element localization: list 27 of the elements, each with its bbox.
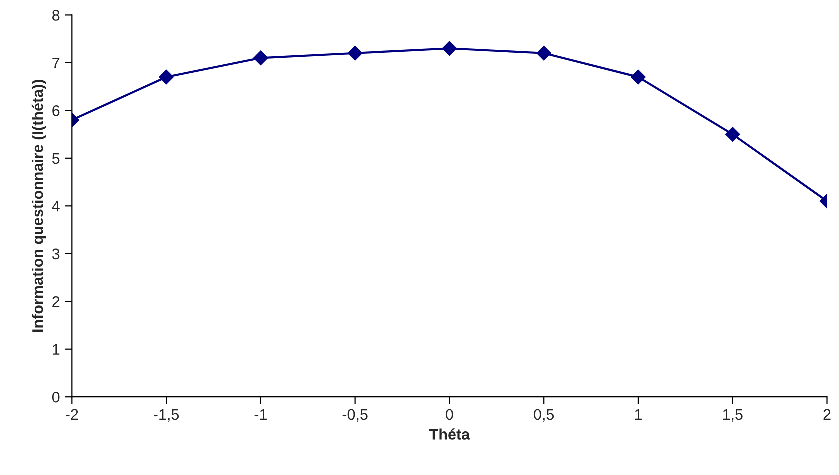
- y-tick-label: 5: [52, 153, 60, 164]
- y-tick-label: 3: [52, 248, 60, 260]
- y-tick-label: 0: [52, 392, 60, 403]
- point: [536, 46, 552, 61]
- x-tick-label: 0,5: [534, 409, 554, 422]
- x-tick-label: 1: [635, 409, 642, 420]
- x-tick-label: 1,5: [723, 409, 743, 422]
- x-tick-label: -0,5: [342, 409, 368, 422]
- y-tick-label: 7: [52, 58, 60, 68]
- x-tick-label: -1: [254, 409, 267, 420]
- point: [348, 46, 363, 61]
- point: [631, 70, 646, 85]
- x-axis-title: Théta: [430, 428, 470, 440]
- y-axis-title: Information questionnaire (I(théta)): [32, 80, 46, 332]
- x-tick-label: 2: [824, 409, 831, 420]
- y-tick-label: 6: [52, 106, 60, 116]
- y-tick-label: 2: [52, 296, 60, 308]
- point: [442, 41, 458, 56]
- y-tick-label: 4: [52, 201, 60, 212]
- x-tick-label: -2: [66, 409, 78, 420]
- point: [725, 127, 740, 142]
- y-tick-label: 8: [52, 10, 60, 21]
- y-tick-label: 1: [53, 344, 60, 355]
- point: [159, 70, 174, 85]
- x-tick-label: -1,5: [154, 409, 180, 422]
- point: [254, 50, 268, 66]
- x-tick-label: 0: [446, 409, 454, 420]
